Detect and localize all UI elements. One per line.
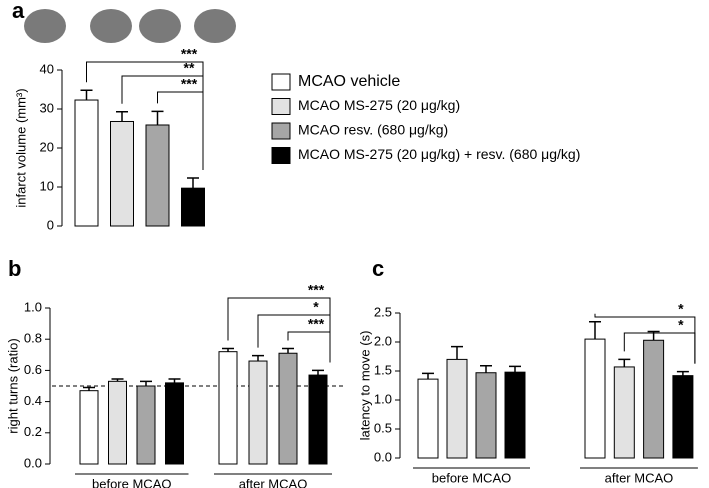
bar [308, 374, 328, 465]
y-tick-label: 2.0 [374, 333, 392, 348]
panel-label: c [372, 256, 384, 281]
bar [446, 358, 468, 459]
error-bar [509, 365, 521, 373]
legend-swatch [271, 98, 291, 115]
significance-label: *** [308, 316, 325, 332]
error-bar [111, 378, 124, 382]
brain-sections [24, 9, 236, 43]
y-tick-label: 0.2 [24, 424, 42, 439]
significance-label: *** [181, 46, 198, 62]
y-tick-label: 30 [40, 100, 54, 115]
y-tick-label: 2.5 [374, 304, 392, 319]
y-axis-label: infarct volume (mm³) [13, 88, 28, 207]
bar [475, 372, 497, 459]
error-bar [83, 386, 95, 391]
x-tick-label: after MCAO [239, 476, 308, 488]
legend-swatch [271, 122, 291, 140]
error-bar [480, 365, 492, 373]
x-tick-label: before MCAO [92, 476, 171, 488]
brain-image [194, 9, 236, 43]
bar [584, 338, 606, 459]
brain-image [24, 9, 66, 43]
error-bar [676, 370, 689, 376]
bar [504, 371, 526, 459]
bar [672, 375, 694, 459]
error-bar [116, 110, 128, 122]
x-tick-label: before MCAO [432, 470, 511, 485]
significance-label: * [678, 301, 684, 317]
y-tick-label: 0.0 [374, 449, 392, 464]
bar [181, 187, 205, 227]
bar [613, 366, 635, 459]
y-tick-label: 1.0 [24, 299, 42, 314]
bar [79, 390, 99, 465]
legend-label: MCAO MS-275 (20 μg/kg) [298, 97, 460, 113]
significance-bracket [157, 91, 204, 171]
significance-bracket [623, 332, 696, 364]
bar [110, 120, 134, 227]
legend-label: MCAO resv. (680 μg/kg) [298, 122, 448, 138]
legend-swatch [271, 73, 291, 91]
y-tick-label: 0.0 [24, 455, 42, 470]
y-tick-label: 1.0 [374, 391, 392, 406]
bar [136, 385, 156, 465]
legend-label: MCAO vehicle [298, 73, 400, 90]
bar [417, 378, 439, 459]
error-bar [252, 354, 264, 362]
significance-label: * [678, 317, 684, 333]
panel-label: a [12, 0, 25, 23]
error-bar [222, 347, 234, 352]
error-bar [80, 89, 93, 101]
panel-label: b [8, 256, 21, 281]
error-bar [151, 110, 164, 125]
y-axis-label: latency to move (s) [357, 331, 372, 441]
x-tick-label: after MCAO [605, 470, 674, 485]
y-tick-label: 0 [47, 217, 54, 232]
significance-label: *** [308, 282, 325, 298]
bar [108, 380, 127, 465]
error-bar [282, 347, 294, 354]
significance-bracket [287, 331, 331, 363]
y-tick-label: 10 [40, 178, 54, 193]
error-bar [312, 369, 324, 376]
error-bar [168, 378, 181, 383]
error-bar [187, 177, 199, 189]
y-tick-label: 0.5 [374, 420, 392, 435]
brain-image [139, 9, 181, 43]
error-bar [140, 380, 152, 386]
significance-label: *** [181, 76, 198, 92]
y-axis-label: right turns (ratio) [5, 338, 20, 433]
bar [218, 351, 238, 465]
bar [145, 124, 170, 227]
y-tick-label: 40 [40, 61, 54, 76]
significance-label: * [313, 299, 319, 315]
y-tick-label: 1.5 [374, 362, 392, 377]
error-bar [589, 320, 601, 340]
legend-label: MCAO MS-275 (20 μg/kg) + resv. (680 μg/k… [298, 146, 580, 162]
y-tick-label: 0.6 [24, 362, 42, 377]
error-bar [618, 358, 631, 367]
error-bar [422, 372, 434, 380]
significance-label: ** [184, 60, 195, 76]
bar [165, 382, 184, 465]
error-bar [451, 345, 463, 360]
y-tick-label: 0.4 [24, 393, 42, 408]
brain-image [90, 9, 132, 43]
y-tick-label: 20 [40, 139, 54, 154]
bar [74, 99, 99, 227]
bar [278, 352, 298, 465]
bar [643, 339, 665, 459]
bar [248, 360, 268, 465]
legend-swatch [271, 147, 291, 164]
y-tick-label: 0.8 [24, 331, 42, 346]
